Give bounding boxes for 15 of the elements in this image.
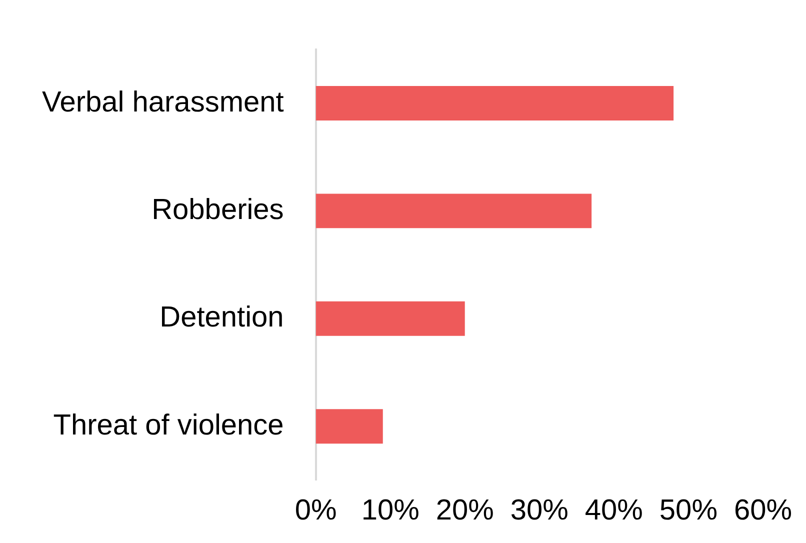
bar <box>316 86 674 120</box>
x-tick-label: 50% <box>659 494 718 527</box>
x-tick-label: 20% <box>436 494 494 527</box>
y-tick-label: Threat of violence <box>53 409 284 442</box>
bar <box>316 409 383 444</box>
bar <box>316 194 592 228</box>
x-tick-label: 0% <box>294 494 337 527</box>
x-tick-label: 10% <box>361 494 420 527</box>
x-tick-label: 40% <box>584 494 643 527</box>
y-tick-label: Verbal harassment <box>42 86 284 118</box>
x-tick-label: 30% <box>510 494 568 527</box>
y-tick-label: Robberies <box>152 194 284 226</box>
x-tick-label: 60% <box>734 494 792 527</box>
bar <box>316 301 465 336</box>
y-tick-label: Detention <box>160 302 284 334</box>
